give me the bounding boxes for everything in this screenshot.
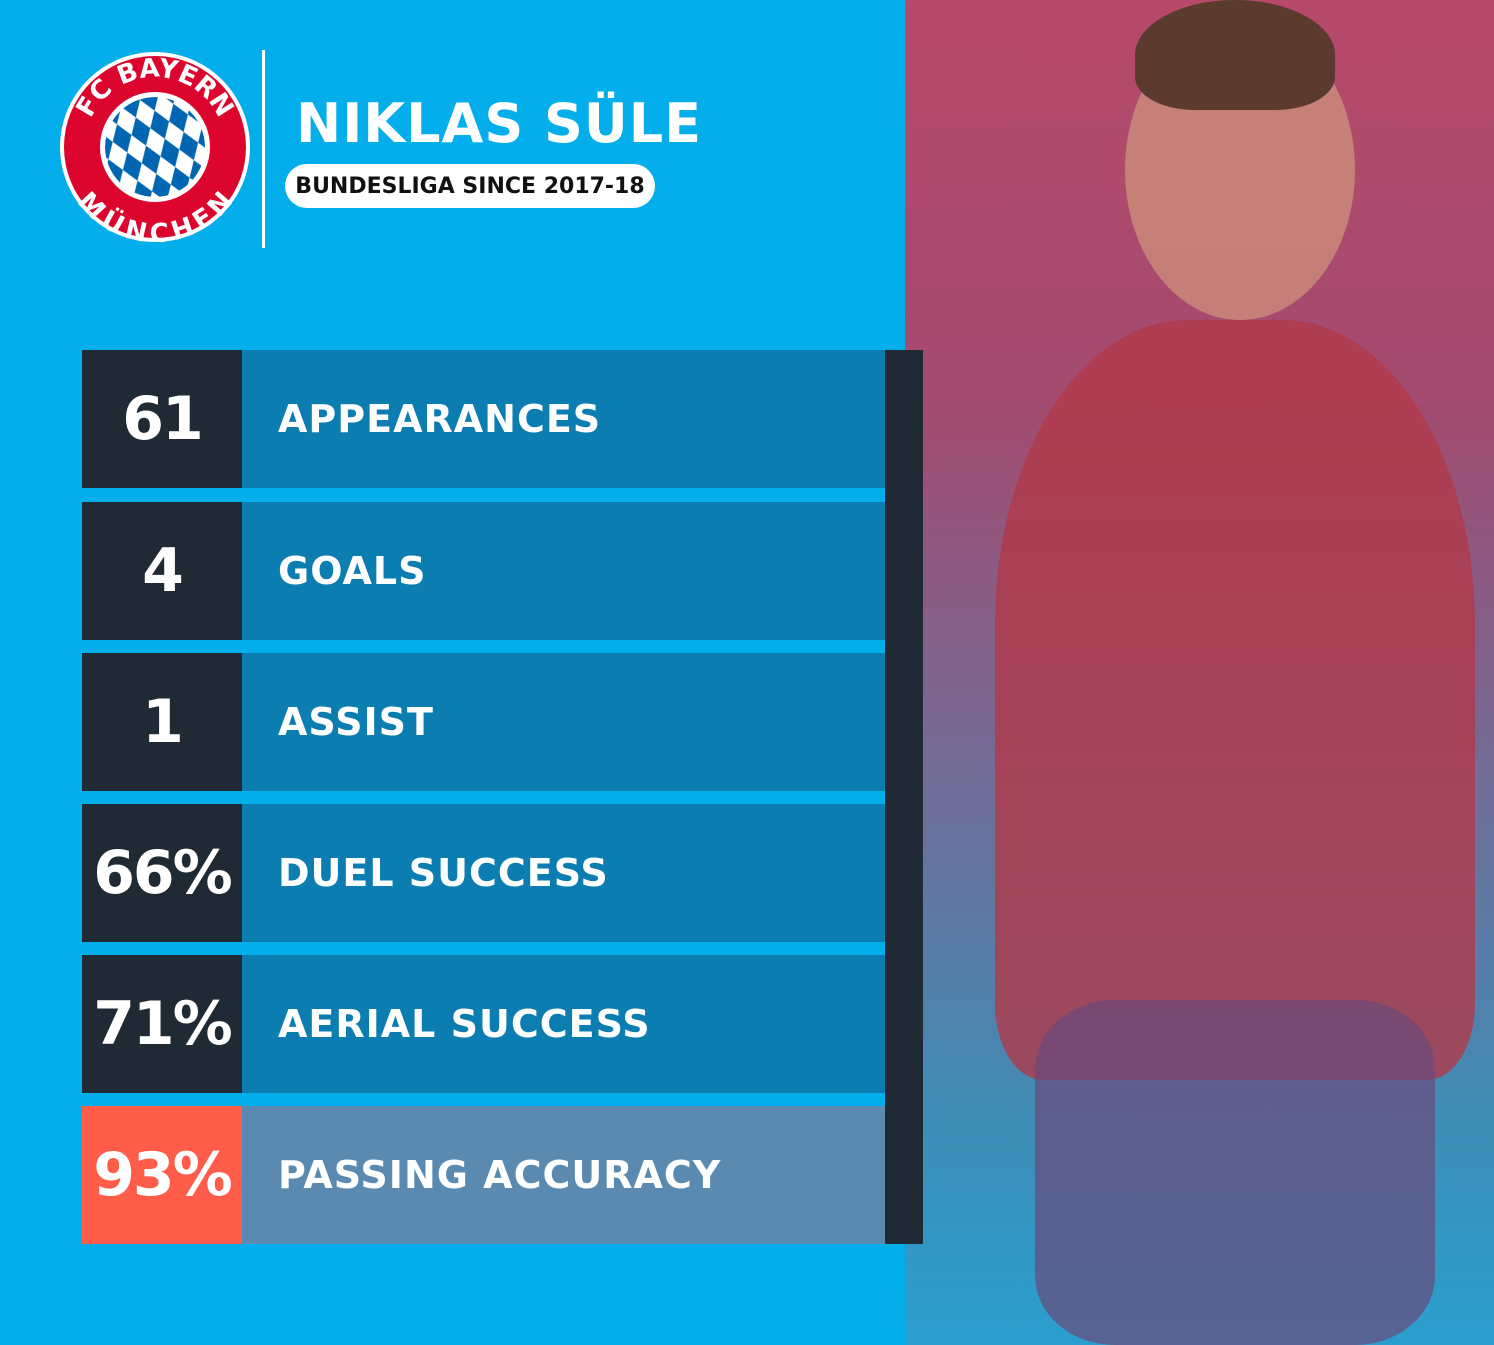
stat-row-assist: 1 ASSIST [82,653,885,791]
stat-label: DUEL SUCCESS [242,804,885,942]
stat-label: APPEARANCES [242,350,885,488]
stat-row-duel-success: 66% DUEL SUCCESS [82,804,885,942]
subtitle-badge: BUNDESLIGA SINCE 2017-18 [285,164,655,208]
stat-label: GOALS [242,502,885,640]
player-name: NIKLAS SÜLE [296,92,703,155]
stat-row-aerial-success: 71% AERIAL SUCCESS [82,955,885,1093]
stat-value: 61 [82,350,242,488]
player-photo [905,0,1494,1345]
stat-label: AERIAL SUCCESS [242,955,885,1093]
divider [262,50,265,248]
stat-value: 4 [82,502,242,640]
stat-value: 66% [82,804,242,942]
stat-row-goals: 4 GOALS [82,502,885,640]
stat-label: PASSING ACCURACY [242,1106,885,1244]
stat-label: ASSIST [242,653,885,791]
fc-bayern-logo: FC BAYERN MÜNCHEN [60,52,250,244]
stat-value: 71% [82,955,242,1093]
stat-row-passing-accuracy: 93% PASSING ACCURACY [82,1106,885,1244]
stat-row-appearances: 61 APPEARANCES [82,350,885,488]
stat-value: 1 [82,653,242,791]
accent-bar [885,350,923,1244]
stat-value: 93% [82,1106,242,1244]
